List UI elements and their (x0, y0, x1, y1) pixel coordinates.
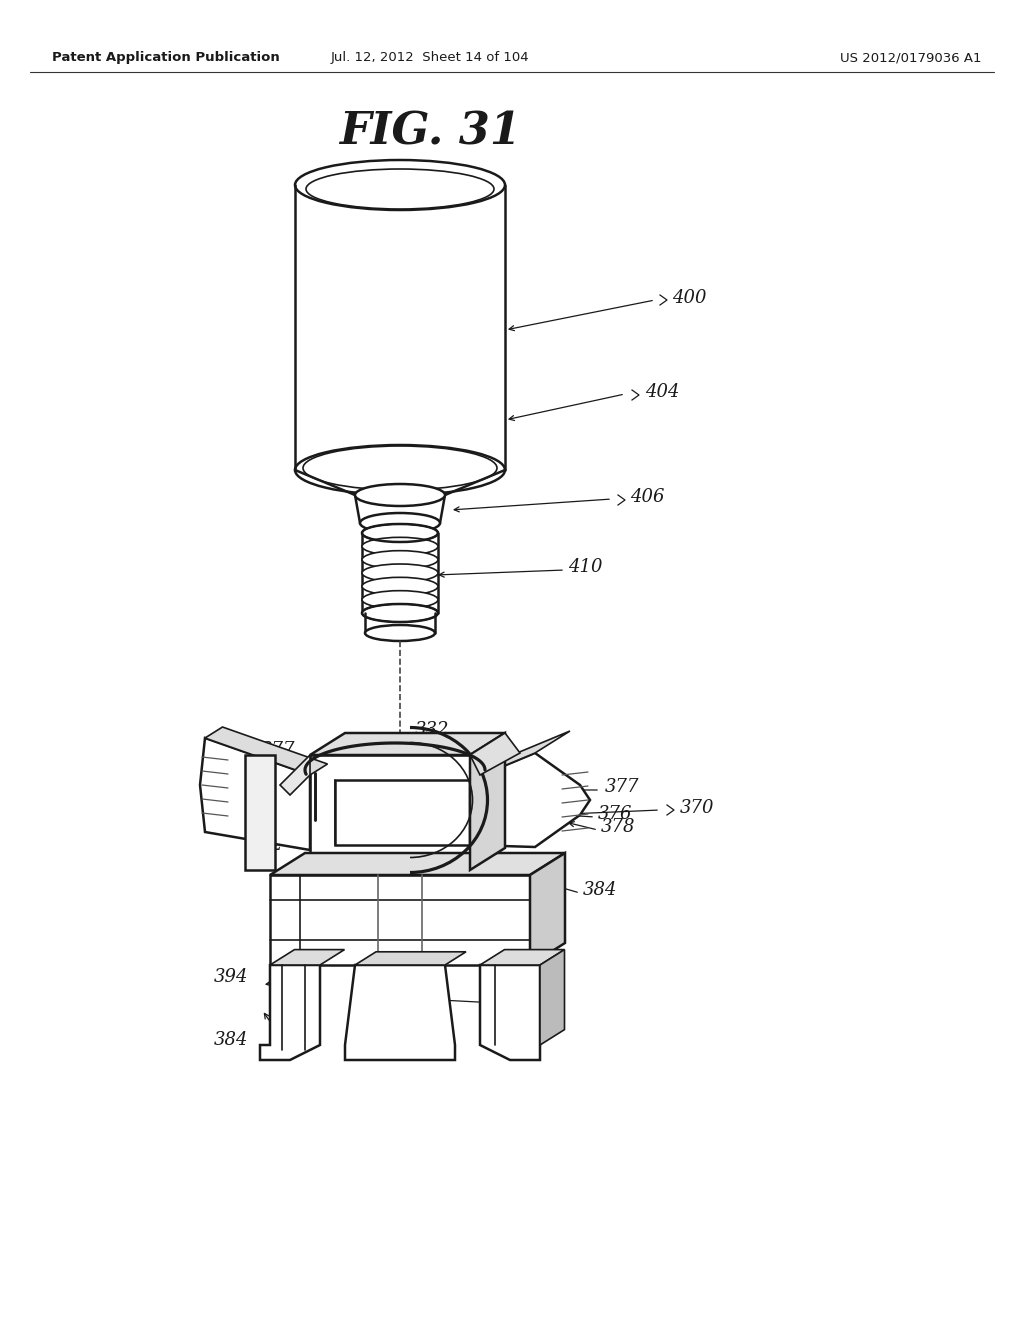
Text: 396: 396 (385, 1012, 420, 1031)
Ellipse shape (365, 624, 435, 642)
Text: 378: 378 (249, 781, 283, 799)
Text: 410: 410 (568, 558, 602, 576)
Ellipse shape (362, 537, 438, 556)
Text: 406: 406 (630, 488, 665, 506)
Polygon shape (270, 875, 530, 965)
Polygon shape (480, 949, 564, 965)
Text: 377: 377 (605, 777, 640, 796)
Ellipse shape (295, 445, 505, 495)
Text: 372: 372 (478, 744, 512, 762)
Text: 400: 400 (672, 289, 707, 308)
Ellipse shape (295, 160, 505, 210)
Text: Patent Application Publication: Patent Application Publication (52, 51, 280, 65)
Ellipse shape (362, 524, 438, 543)
Polygon shape (295, 185, 505, 470)
Polygon shape (345, 965, 455, 1060)
Polygon shape (310, 733, 505, 755)
Ellipse shape (362, 550, 438, 569)
Text: 384: 384 (213, 1031, 248, 1049)
Text: US 2012/0179036 A1: US 2012/0179036 A1 (840, 51, 981, 65)
Polygon shape (470, 752, 590, 847)
Polygon shape (260, 965, 319, 1060)
Text: 394: 394 (213, 968, 248, 986)
Polygon shape (480, 965, 540, 1060)
Text: 376: 376 (249, 810, 283, 829)
Text: 377: 377 (260, 741, 295, 759)
Polygon shape (470, 733, 505, 870)
Polygon shape (205, 727, 328, 775)
Text: 332: 332 (415, 721, 450, 739)
Polygon shape (245, 755, 275, 870)
Text: 392: 392 (500, 991, 535, 1008)
Polygon shape (270, 949, 344, 965)
Polygon shape (355, 495, 445, 523)
Polygon shape (310, 755, 470, 870)
Ellipse shape (303, 446, 497, 490)
Ellipse shape (362, 577, 438, 595)
Text: Jul. 12, 2012  Sheet 14 of 104: Jul. 12, 2012 Sheet 14 of 104 (331, 51, 529, 65)
Polygon shape (355, 952, 466, 965)
Text: 376: 376 (598, 805, 633, 822)
Polygon shape (540, 949, 564, 1045)
Polygon shape (280, 755, 310, 795)
Text: FIG. 31: FIG. 31 (339, 111, 521, 153)
Text: 404: 404 (645, 383, 680, 401)
Ellipse shape (306, 169, 494, 209)
Text: 372: 372 (249, 836, 283, 854)
Ellipse shape (360, 513, 440, 533)
Text: 370: 370 (680, 799, 715, 817)
Ellipse shape (362, 590, 438, 609)
Ellipse shape (362, 605, 438, 622)
Polygon shape (270, 853, 565, 875)
Ellipse shape (362, 564, 438, 582)
Ellipse shape (355, 484, 445, 506)
Polygon shape (530, 853, 565, 965)
Polygon shape (200, 738, 310, 850)
Polygon shape (470, 733, 520, 775)
Polygon shape (470, 731, 570, 780)
Text: 378: 378 (601, 818, 636, 836)
Text: 384: 384 (583, 880, 617, 899)
